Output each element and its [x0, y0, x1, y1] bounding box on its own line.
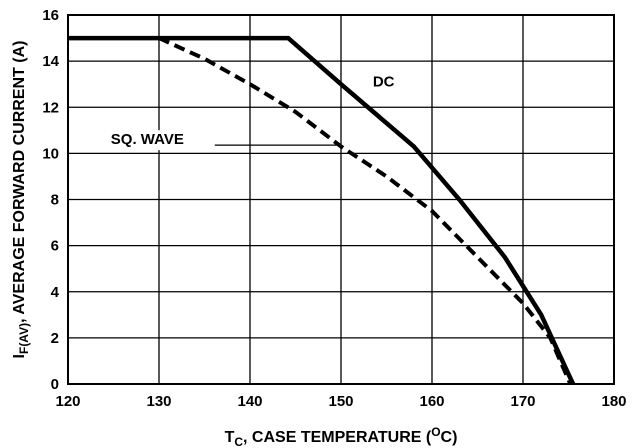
y-tick-label: 8	[51, 192, 59, 209]
grid	[67, 14, 615, 385]
y-tick-label: 0	[51, 376, 59, 393]
x-tick-label: 140	[237, 393, 262, 410]
y-tick-label: 14	[42, 53, 59, 70]
plot-frame	[67, 14, 615, 385]
x-tick-label: 170	[510, 393, 535, 410]
x-axis-label: TC, CASE TEMPERATURE (OC)	[225, 425, 458, 448]
sq-wave-label: SQ. WAVE	[111, 131, 184, 148]
y-tick-label: 12	[42, 99, 59, 116]
x-tick-label: 180	[601, 393, 626, 410]
series-line-sq-wave	[158, 36, 573, 385]
y-tick-label: 4	[51, 284, 60, 301]
tick-labels: 120 130 140 150 160 170 180 0 2 4 6 8 10 12 14 16	[42, 7, 626, 410]
series-layer	[68, 35, 576, 385]
y-tick-label: 10	[42, 145, 59, 162]
y-tick-label: 2	[51, 330, 59, 347]
series-line-dc	[68, 35, 576, 385]
annotation-sq-wave: SQ. WAVE	[105, 130, 337, 151]
x-tick-label: 130	[146, 393, 171, 410]
annotation-dc: DC	[369, 72, 400, 91]
x-tick-label: 160	[419, 393, 444, 410]
dc-label: DC	[373, 73, 395, 90]
x-tick-label: 120	[55, 393, 80, 410]
y-tick-label: 16	[42, 7, 59, 24]
y-tick-label: 6	[51, 238, 59, 255]
x-tick-label: 150	[328, 393, 353, 410]
y-axis-label: IF(AV), AVERAGE FORWARD CURRENT (A)	[11, 41, 31, 359]
